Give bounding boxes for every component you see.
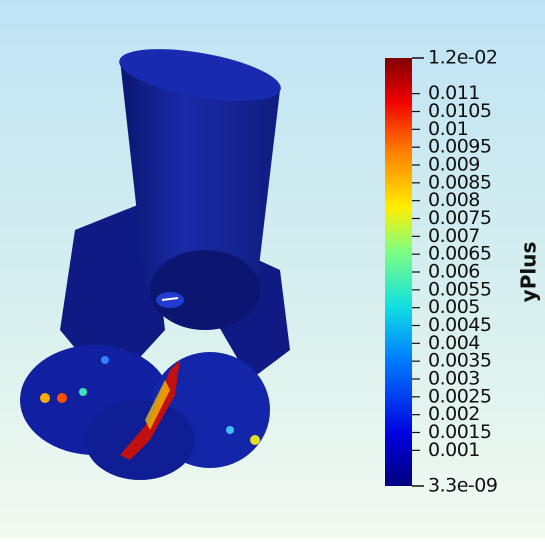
colorbar-tick-label: 0.001	[428, 439, 480, 461]
colorbar-max-label: 1.2e-02	[428, 47, 497, 69]
colorbar	[385, 58, 412, 486]
colorbar-min-label: 3.3e-09	[428, 475, 497, 497]
viewport: 1.2e-02 3.3e-09 yPlus 0.0110.01050.010.0…	[0, 0, 545, 538]
colorbar-title: yPlus	[517, 242, 541, 303]
